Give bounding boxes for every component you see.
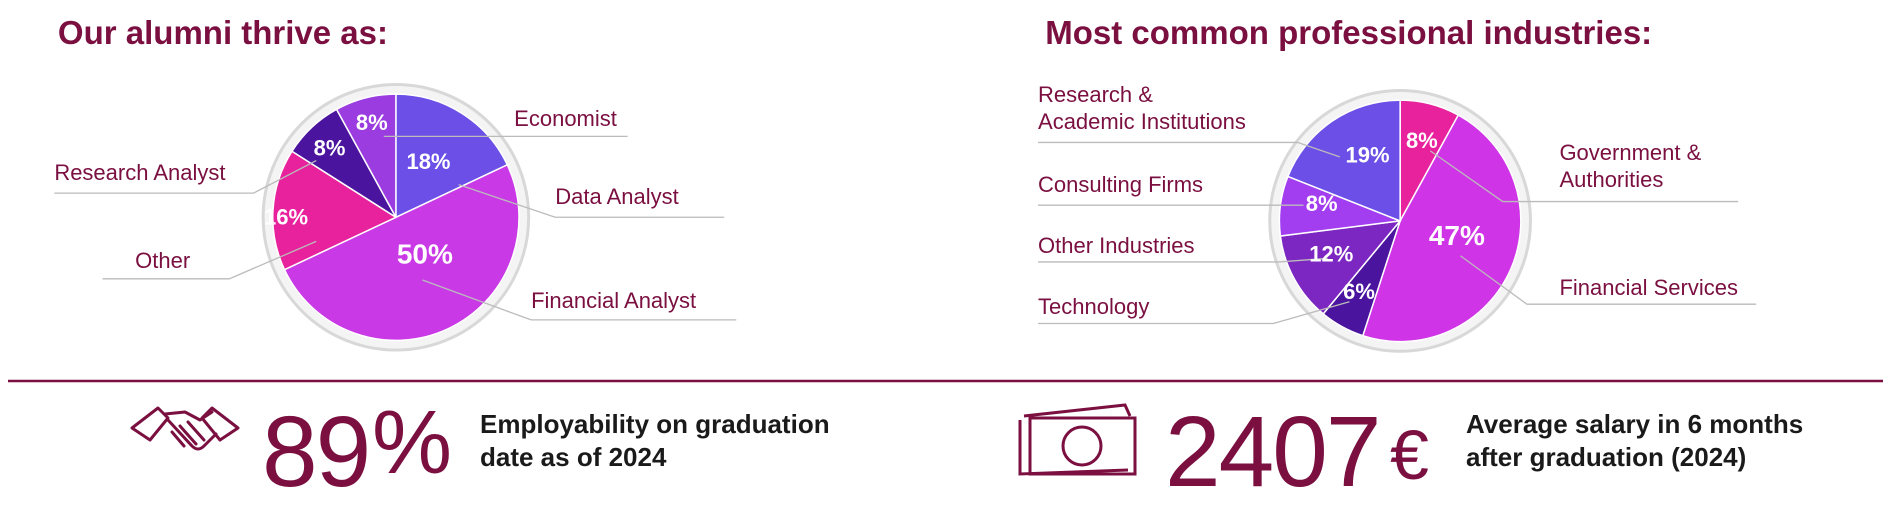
category-label: Government & Authorities: [1559, 139, 1702, 192]
value-label: 8%: [314, 135, 346, 160]
leader-line: [1038, 301, 1350, 325]
leader-line: [458, 184, 725, 218]
pie-slice: [1286, 99, 1401, 222]
pie-slice: [395, 93, 509, 219]
leader-line: [1038, 141, 1340, 158]
value-label: 50%: [397, 238, 453, 269]
value-label: 12%: [1309, 242, 1353, 267]
pie-slice: [1279, 219, 1402, 315]
pie-slice: [283, 163, 520, 342]
stat-text: Average salary in 6 months after graduat…: [1466, 409, 1804, 472]
money-icon: [1018, 403, 1137, 476]
leader-line: [1038, 257, 1328, 263]
category-label: Consulting Firms: [1038, 172, 1204, 198]
stat-figure: 2407: [1165, 396, 1381, 508]
chart-title: Most common professional industries:: [1045, 14, 1653, 51]
leader-line: [1460, 255, 1757, 305]
pie-slice: [272, 150, 398, 271]
category-label: Financial Services: [1559, 274, 1738, 300]
category-label: Economist: [514, 106, 617, 131]
value-label: 6%: [1343, 279, 1375, 304]
pie-slice: [335, 93, 397, 218]
leader-line: [422, 279, 737, 321]
category-label: Technology: [1038, 294, 1150, 320]
leader-line: [1429, 150, 1739, 203]
handshake-icon: [130, 406, 240, 451]
category-label: Other Industries: [1038, 232, 1195, 258]
stat-unit: €: [1390, 416, 1429, 494]
pie-slice: [1361, 114, 1522, 343]
value-label: 47%: [1429, 220, 1485, 251]
value-label: 8%: [1406, 128, 1438, 153]
stat-text: Employability on graduation date as of 2…: [480, 409, 830, 472]
chart-title: Our alumni thrive as:: [57, 14, 389, 51]
value-label: 16%: [264, 204, 308, 229]
leader-line: [102, 240, 317, 280]
category-label: Data Analyst: [555, 184, 679, 210]
value-label: 8%: [1306, 191, 1338, 216]
category-label: Other: [135, 248, 191, 274]
category-label: Research Analyst: [54, 160, 226, 186]
value-label: 18%: [406, 149, 450, 174]
value-label: 8%: [356, 110, 388, 135]
value-label: 19%: [1346, 143, 1390, 168]
leader-line: [54, 159, 317, 194]
category-label: Financial Analyst: [531, 288, 697, 314]
category-label: Research & Academic Institutions: [1038, 81, 1246, 134]
stat-unit: %: [372, 393, 453, 493]
stat-figure: 89: [262, 396, 371, 508]
